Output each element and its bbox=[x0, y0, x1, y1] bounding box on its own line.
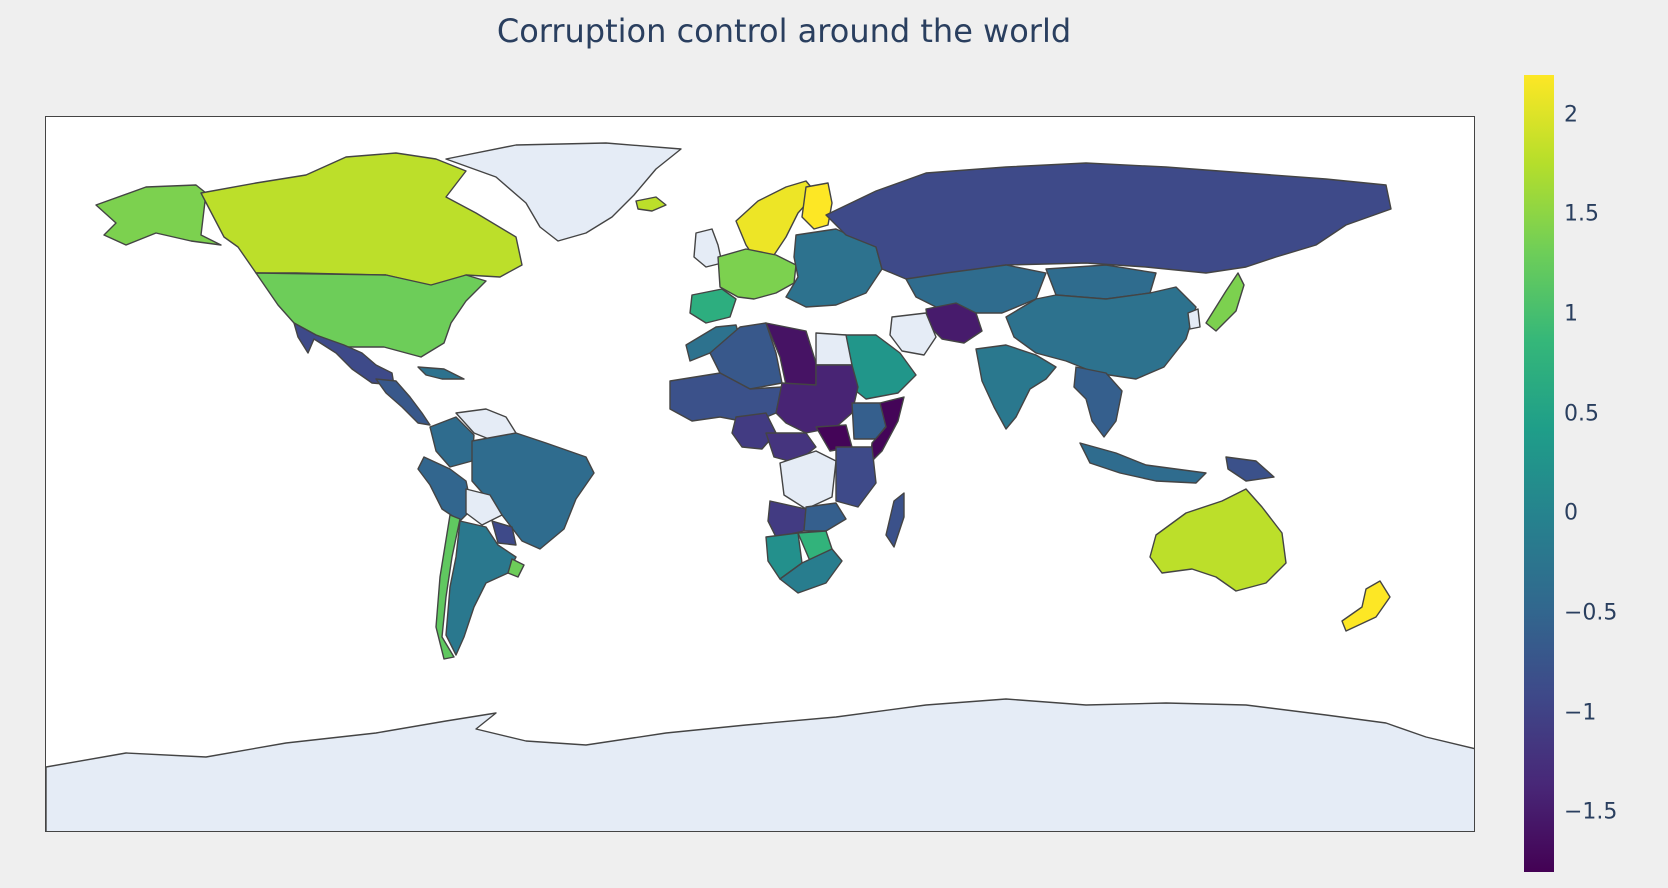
region-zambia[interactable] bbox=[803, 502, 847, 532]
region-greenland[interactable] bbox=[445, 142, 682, 242]
choropleth-svg bbox=[46, 142, 1475, 832]
region-argentina[interactable] bbox=[445, 520, 517, 656]
region-china[interactable] bbox=[1005, 286, 1197, 380]
region-madagascar[interactable] bbox=[885, 492, 905, 548]
region-united-states[interactable] bbox=[255, 272, 487, 358]
colorbar-tick-label: 0 bbox=[1564, 500, 1578, 526]
colorbar-tick-label: 1.5 bbox=[1564, 201, 1599, 227]
region-somalia[interactable] bbox=[869, 396, 905, 464]
colorbar-tick-label: −1 bbox=[1564, 700, 1597, 726]
world-map[interactable] bbox=[45, 116, 1475, 832]
region-bolivia[interactable] bbox=[465, 488, 503, 526]
region-russia[interactable] bbox=[825, 162, 1392, 280]
colorbar-tick-label: 2 bbox=[1564, 102, 1578, 128]
region-angola[interactable] bbox=[767, 500, 807, 538]
region-kazakhstan[interactable] bbox=[905, 264, 1047, 314]
region-iran[interactable] bbox=[889, 312, 937, 356]
region-iceland[interactable] bbox=[635, 196, 667, 212]
region-japan[interactable] bbox=[1205, 272, 1245, 332]
region-western-europe[interactable] bbox=[717, 248, 797, 300]
colorbar bbox=[1524, 75, 1554, 872]
region-east-africa[interactable] bbox=[835, 446, 877, 508]
colorbar-tick-label: 1 bbox=[1564, 301, 1578, 327]
region-india[interactable] bbox=[975, 344, 1057, 430]
region-australia[interactable] bbox=[1149, 488, 1287, 592]
region-canada[interactable] bbox=[200, 152, 523, 288]
chart-title: Corruption control around the world bbox=[496, 12, 1072, 50]
colorbar-tick-label: −1.5 bbox=[1564, 799, 1618, 825]
region-uruguay[interactable] bbox=[507, 558, 525, 578]
region-korea[interactable] bbox=[1187, 308, 1201, 330]
region-dr-congo[interactable] bbox=[779, 450, 837, 510]
region-egypt[interactable] bbox=[815, 332, 853, 366]
region-south-africa[interactable] bbox=[779, 548, 843, 594]
region-papua-new-guinea[interactable] bbox=[1225, 456, 1275, 482]
colorbar-tick-label: 0.5 bbox=[1564, 401, 1599, 427]
region-paraguay[interactable] bbox=[491, 520, 517, 546]
region-alaska[interactable] bbox=[95, 184, 222, 246]
region-finland[interactable] bbox=[801, 182, 833, 230]
region-indonesia[interactable] bbox=[1079, 442, 1207, 484]
colorbar-tick-label: −0.5 bbox=[1564, 600, 1618, 626]
region-peru[interactable] bbox=[417, 456, 473, 522]
region-cuba[interactable] bbox=[417, 366, 465, 380]
region-spain[interactable] bbox=[689, 288, 737, 324]
region-antarctica[interactable] bbox=[46, 698, 1475, 832]
region-new-zealand[interactable] bbox=[1341, 580, 1391, 632]
region-chile[interactable] bbox=[435, 514, 461, 660]
region-brazil[interactable] bbox=[471, 432, 595, 550]
colorbar-gradient bbox=[1524, 75, 1554, 872]
region-central-america[interactable] bbox=[375, 378, 431, 426]
region-nigeria[interactable] bbox=[731, 412, 777, 450]
region-southeast-asia[interactable] bbox=[1073, 366, 1123, 438]
